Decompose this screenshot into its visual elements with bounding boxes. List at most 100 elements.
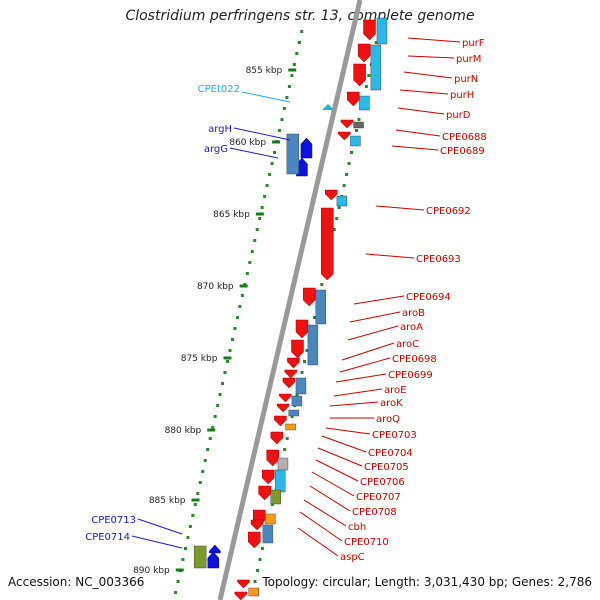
dot-tick [367,74,371,77]
dot-tick [292,63,296,66]
dot-tick [183,547,187,550]
reverse-leader-line [303,499,347,527]
dot-tick [300,30,304,33]
dot-tick [196,492,200,495]
reverse-cds-arrow [357,43,371,63]
feature-box [350,135,361,147]
feature-box [376,17,388,45]
reverse-cds-arrow [237,579,250,589]
kbp-label: 870 kbp [197,282,234,292]
reverse-gene-label: CPE0706 [360,477,405,488]
dot-tick [218,393,222,396]
dot-tick [270,503,274,506]
reverse-gene-label: purF [462,38,485,49]
reverse-gene-label: CPE0693 [416,254,461,265]
reverse-leader-line [335,373,387,383]
reverse-leader-line [311,471,355,497]
dot-tick [226,360,229,363]
reverse-cds-arrow [291,339,304,359]
dot-tick [223,371,227,374]
trna-label: CPEt022 [198,84,240,95]
reverse-leader-line [339,357,391,373]
reverse-leader-line [407,37,461,43]
feature-box [307,324,319,366]
dot-tick [350,151,354,154]
reverse-leader-line [321,435,367,453]
dot-tick [347,162,351,165]
dot-tick [263,195,267,198]
dot-tick [332,228,336,231]
dot-tick [273,151,277,154]
reverse-gene-label: CPE0707 [356,492,401,503]
reverse-leader-line [333,388,383,397]
reverse-cds-arrow [274,415,287,427]
forward-cds-arrow [300,137,313,159]
feature-box [370,44,382,91]
reverse-cds-arrow [262,469,275,485]
dot-tick [364,85,368,88]
feature-box [277,457,289,471]
reverse-cds-arrow [347,91,360,107]
feature-box [295,377,307,395]
dot-tick [201,470,205,473]
forward-leader-line [233,127,291,141]
reverse-gene-label: CPE0699 [388,370,433,381]
feature-box [262,524,274,544]
dot-tick [280,118,284,121]
trna-leader-line [241,91,291,103]
reverse-cds-arrow [353,63,366,87]
dot-tick [285,437,289,440]
reverse-cds-arrow [325,189,338,201]
dot-tick [228,349,232,352]
reverse-gene-label: CPE0689 [440,146,485,157]
dot-tick [221,382,225,385]
reverse-gene-label: CPE0694 [406,292,451,303]
dot-tick [258,558,262,561]
reverse-cds-arrow [284,369,297,379]
dot-tick [188,525,192,528]
dot-tick [253,239,257,242]
dot-tick [283,448,287,451]
dot-tick [277,129,281,132]
forward-gene-label: argG [204,144,228,155]
kbp-label: 880 kbp [165,426,202,436]
dot-tick [213,415,217,418]
reverse-leader-line [399,89,449,95]
kbp-label: 860 kbp [229,138,266,148]
feature-box [288,409,299,417]
dot-tick [174,591,178,594]
kbp-label: 875 kbp [181,354,218,364]
dot-tick [337,206,341,209]
genome-summary: Topology: circular; Length: 3,031,430 bp… [262,575,592,589]
kbp-label: 885 kbp [149,496,186,506]
dot-tick [260,206,264,209]
dot-tick [238,305,242,308]
reverse-gene-label: CPE0710 [344,537,389,548]
dot-tick [335,217,339,220]
leader-layer [131,37,461,557]
dot-tick [191,514,195,517]
dot-tick [258,217,262,220]
reverse-leader-line [341,342,395,361]
trna-marker [322,104,334,110]
reverse-gene-label: aroB [402,308,425,319]
reverse-leader-line [309,485,351,512]
dot-tick [354,129,358,132]
dot-tick [250,250,254,253]
reverse-leader-line [349,311,401,323]
reverse-gene-label: CPE0708 [352,507,397,518]
dot-tick [255,228,259,231]
kbp-label: 890 kbp [133,566,170,576]
reverse-gene-label: aroC [396,339,419,350]
reverse-leader-line [317,447,363,467]
accession-text: Accession: NC_003366 [8,575,145,589]
reverse-cds-arrow [295,319,309,339]
backbone-line [217,0,363,600]
feature-box [286,133,300,175]
feature-layer [193,17,388,600]
feature-box [315,289,326,325]
feature-box [291,395,303,407]
feature-box [270,489,281,505]
reverse-leader-line [353,295,405,305]
